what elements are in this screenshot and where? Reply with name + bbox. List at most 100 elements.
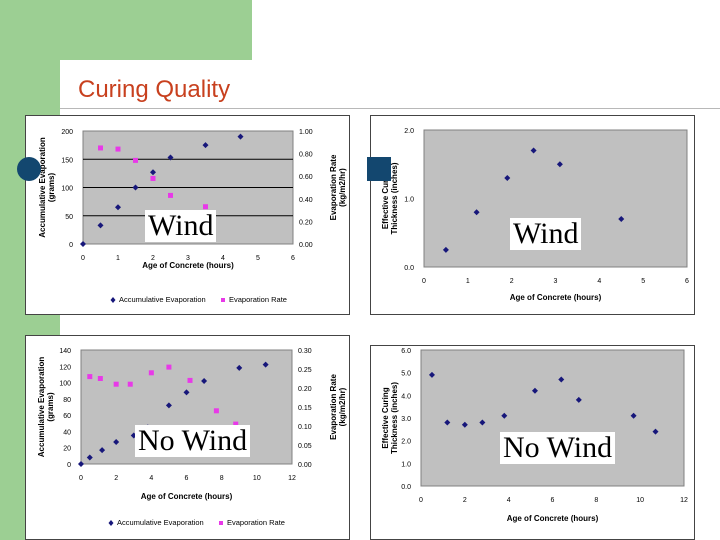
y2-tick-label: 1.00 [299, 129, 313, 136]
x-tick-label: 5 [256, 255, 260, 262]
data-point [618, 216, 625, 223]
page-title: Curing Quality [78, 76, 231, 103]
data-point [86, 454, 93, 461]
y-tick-label: 140 [59, 348, 71, 355]
y-axis-label-line: (grams) [47, 172, 56, 202]
data-point [630, 412, 637, 419]
y2-tick-label: 0.80 [299, 152, 313, 159]
x-tick-label: 12 [680, 497, 688, 504]
y-tick-label: 1.0 [404, 197, 414, 204]
y-tick-label: 20 [63, 446, 71, 453]
data-point [556, 161, 563, 168]
x-tick-label: 10 [253, 475, 261, 482]
chart-svg: 0 1 2 3 4 5 6 0.0 1.0 2.0 Age of Concrete (hours) E… [370, 115, 695, 315]
data-point [531, 387, 538, 394]
data-point [461, 421, 468, 428]
legend-label: Evaporation Rate [227, 518, 285, 527]
data-point [444, 419, 451, 426]
y-axis-label-line: Thickness (inches) [390, 162, 399, 234]
y2-tick-label: 0.60 [299, 174, 313, 181]
y-tick-label: 0 [67, 462, 71, 469]
y2-tick-label: 0.30 [298, 348, 312, 355]
legend-marker [219, 521, 223, 525]
y-axis-label-line: Accumulative Evaporation [37, 357, 46, 458]
data-point [262, 361, 269, 368]
y-tick-label: 60 [63, 413, 71, 420]
y-axis-label-line: Accumulative Evaporation [38, 137, 47, 238]
data-point [168, 192, 173, 198]
x-axis-label: Age of Concrete (hours) [510, 293, 602, 302]
data-point [183, 389, 190, 396]
y-tick-label: 120 [59, 364, 71, 371]
x-tick-label: 6 [291, 255, 295, 262]
chart-wind-thickness: 0 1 2 3 4 5 6 0.0 1.0 2.0 Age of Concrete (hours) E… [370, 115, 695, 315]
x-tick-label: 10 [636, 497, 644, 504]
y-tick-label: 40 [63, 429, 71, 436]
data-point [201, 377, 208, 384]
x-axis-label: Age of Concrete (hours) [507, 514, 599, 523]
y-tick-label: 0.0 [404, 265, 414, 272]
data-point [132, 184, 139, 191]
x-tick-label: 8 [220, 475, 224, 482]
data-point [442, 246, 449, 253]
x-tick-label: 4 [507, 497, 511, 504]
y2-axis-label-line: Evaporation Rate [329, 374, 338, 440]
y-tick-label: 2.0 [401, 439, 411, 446]
data-point [148, 370, 154, 376]
legend-label: Accumulative Evaporation [119, 295, 206, 304]
y-tick-label: 4.0 [401, 393, 411, 400]
data-point [167, 154, 174, 161]
x-tick-label: 8 [594, 497, 598, 504]
y-tick-label: 50 [65, 214, 73, 221]
y-tick-label: 0.0 [401, 484, 411, 491]
data-point [115, 204, 121, 211]
y-tick-label: 100 [59, 381, 71, 388]
x-tick-label: 12 [288, 475, 296, 482]
data-point [202, 142, 209, 149]
x-tick-label: 1 [116, 255, 120, 262]
overlay-label-wind: Wind [510, 218, 582, 250]
data-point [150, 169, 156, 176]
x-tick-label: 2 [463, 497, 467, 504]
x-tick-label: 6 [685, 278, 689, 285]
x-tick-label: 0 [422, 278, 426, 285]
y2-tick-label: 0.10 [298, 424, 312, 431]
y-tick-label: 100 [61, 186, 73, 193]
title-rule [60, 108, 720, 109]
plot-area [420, 349, 685, 487]
x-tick-label: 0 [81, 255, 85, 262]
data-point [558, 376, 565, 383]
y-tick-label: 0 [69, 242, 73, 249]
y-tick-label: 200 [61, 129, 73, 136]
data-point [166, 364, 172, 370]
y-axis-label-line: Thickness (inches) [390, 382, 399, 454]
y-tick-label: 6.0 [401, 348, 411, 355]
y-axis-label-line: Effective Curing [381, 387, 390, 448]
y-axis-label-line: (grams) [46, 392, 55, 422]
x-tick-label: 6 [185, 475, 189, 482]
legend-label: Accumulative Evaporation [117, 518, 204, 527]
data-point [99, 447, 106, 454]
data-point [236, 364, 243, 371]
y-tick-label: 3.0 [401, 416, 411, 423]
data-point [87, 374, 93, 380]
y2-tick-label: 0.00 [298, 462, 312, 469]
x-tick-label: 6 [551, 497, 555, 504]
x-tick-label: 2 [114, 475, 118, 482]
data-point [113, 439, 120, 446]
data-point [187, 377, 193, 383]
data-point [97, 222, 104, 229]
data-point [78, 461, 84, 467]
y2-axis-label-line: (kg/m2/hr) [338, 387, 347, 426]
x-axis-label: Age of Concrete (hours) [141, 492, 233, 501]
square-bullet-icon [367, 157, 391, 181]
x-tick-label: 0 [79, 475, 83, 482]
data-point [479, 419, 486, 426]
y-tick-label: 80 [63, 397, 71, 404]
data-point [203, 204, 208, 210]
x-tick-label: 3 [186, 255, 190, 262]
y-axis-label: Accumulative Evaporation (grams) [37, 357, 55, 458]
data-point [150, 175, 156, 181]
y2-axis-label-line: (kg/m2/hr) [338, 168, 347, 207]
overlay-label-wind: Wind [145, 210, 217, 242]
